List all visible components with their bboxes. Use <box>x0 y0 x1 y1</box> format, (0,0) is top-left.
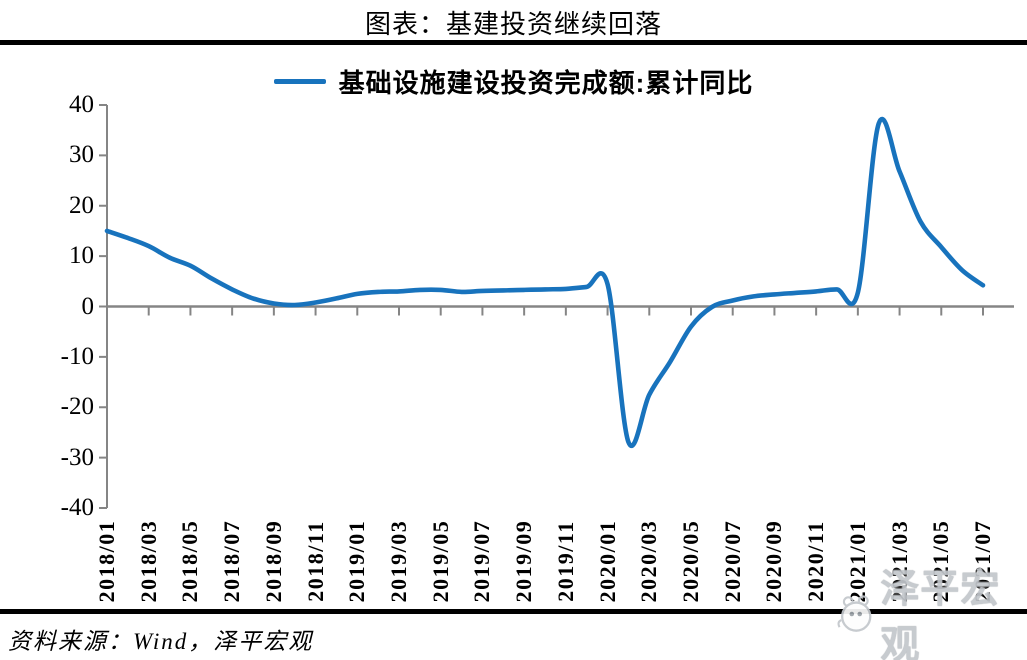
chart-title: 图表：基建投资继续回落 <box>364 10 662 39</box>
y-axis-label: 40 <box>69 91 94 118</box>
y-axis-label: -10 <box>60 342 94 370</box>
x-axis-label: 2019/03 <box>385 519 411 603</box>
y-axis-label: -40 <box>60 494 94 521</box>
watermark: 泽平宏观 <box>836 568 1021 660</box>
legend: 基础设施建设投资完成额:累计同比 <box>0 63 1027 100</box>
x-axis-label: 2018/03 <box>135 519 161 603</box>
x-axis-label: 2020/03 <box>636 519 662 603</box>
x-axis-label: 2020/09 <box>761 519 787 603</box>
x-axis-label: 2018/11 <box>302 520 328 602</box>
x-axis-label: 2018/09 <box>260 519 286 603</box>
y-axis-label: 20 <box>69 191 94 219</box>
x-axis-label: 2020/05 <box>677 519 703 603</box>
x-axis-label: 2018/07 <box>219 519 245 603</box>
x-axis-label: 2020/01 <box>594 519 620 603</box>
x-axis-label: 2020/11 <box>803 520 829 602</box>
x-axis-label: 2019/07 <box>469 519 495 603</box>
y-axis-label: 10 <box>69 242 94 270</box>
x-axis-label: 2020/07 <box>719 519 745 603</box>
top-divider-rule <box>0 40 1027 45</box>
x-axis-label: 2018/01 <box>94 519 119 603</box>
x-axis-label: 2019/01 <box>344 519 370 603</box>
legend-line-marker <box>273 79 326 84</box>
x-axis-label: 2019/11 <box>552 520 578 602</box>
y-axis-label: 30 <box>69 141 94 169</box>
trend-line <box>104 116 986 448</box>
mascot-face-icon <box>837 595 872 632</box>
bottom-divider-rule <box>0 609 1027 614</box>
y-axis-label: 0 <box>81 292 95 320</box>
source-note: 资料来源：Wind，泽平宏观 <box>8 629 314 654</box>
y-axis-label: -30 <box>60 443 94 471</box>
watermark-text: 泽平宏观 <box>880 568 1001 660</box>
legend-label: 基础设施建设投资完成额:累计同比 <box>338 68 754 98</box>
x-axis-label: 2019/09 <box>511 519 537 603</box>
x-axis-label: 2019/05 <box>427 519 453 603</box>
y-axis-label: -20 <box>60 393 94 421</box>
x-axis-label: 2018/05 <box>177 519 203 603</box>
